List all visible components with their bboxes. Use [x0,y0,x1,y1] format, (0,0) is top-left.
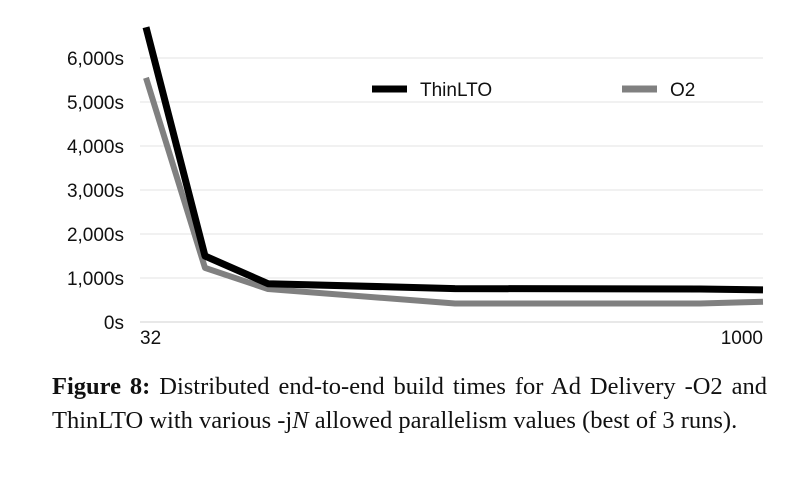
x-tick-label: 32 [140,328,161,349]
y-tick-label: 5,000s [67,93,124,114]
chart-svg: 0s 1,000s 2,000s 3,000s 4,000s 5,000s 6,000s 3… [67,26,764,349]
y-tick-label: 1,000s [67,269,124,290]
y-axis: 0s 1,000s 2,000s 3,000s 4,000s 5,000s 6,000s [67,49,124,334]
y-tick-label: 3,000s [67,181,124,202]
legend-label: ThinLTO [420,80,492,101]
caption-text-after: allowed parallelism values (best of 3 ru… [308,407,738,434]
x-tick-label: 1000 [721,328,763,349]
series-lines [142,26,764,307]
legend-label: O2 [670,80,695,101]
y-tick-label: 0s [104,313,124,334]
chart: 0s 1,000s 2,000s 3,000s 4,000s 5,000s 6,000s 3… [67,26,764,349]
caption-italic: N [292,407,309,434]
y-tick-label: 2,000s [67,225,124,246]
series-line-thinlto [142,26,764,294]
legend: ThinLTO O2 [372,80,695,101]
y-tick-label: 4,000s [67,137,124,158]
figure-caption: Figure 8: Distributed end-to-end build t… [52,370,767,438]
figure-label: Figure 8: [52,373,151,400]
caption-text: Distributed end-to-end build times for A… [52,373,767,434]
x-axis: 32 1000 [140,328,763,349]
y-tick-label: 6,000s [67,49,124,70]
series-line-o2 [143,76,764,307]
